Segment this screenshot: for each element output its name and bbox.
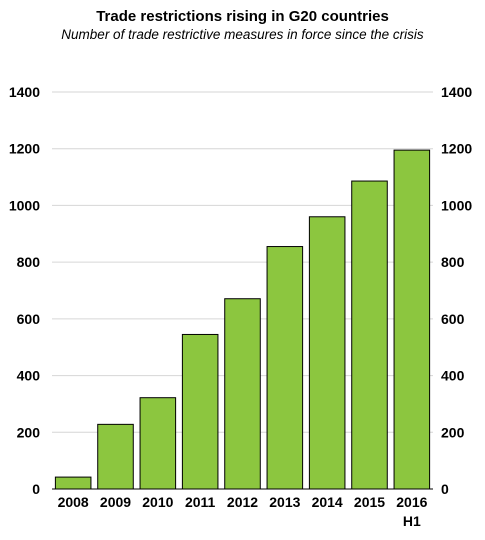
y-tick-label-left: 200 bbox=[17, 424, 41, 440]
y-tick-label-right: 800 bbox=[441, 254, 465, 270]
x-tick-label: 2011 bbox=[185, 494, 216, 510]
chart-title: Trade restrictions rising in G20 countri… bbox=[96, 8, 389, 25]
y-tick-label-left: 800 bbox=[17, 254, 41, 270]
y-tick-label-left: 1200 bbox=[9, 141, 40, 157]
bar bbox=[266, 246, 304, 490]
y-tick-label-right: 400 bbox=[441, 368, 465, 384]
x-tick-label: 2012 bbox=[227, 494, 258, 510]
y-tick-label-right: 1000 bbox=[441, 197, 472, 213]
chart-subtitle: Number of trade restrictive measures in … bbox=[61, 27, 424, 42]
y-tick-label-right: 600 bbox=[441, 311, 465, 327]
x-tick-label: 2010 bbox=[142, 494, 173, 510]
bar bbox=[393, 149, 431, 490]
bars bbox=[54, 149, 431, 490]
y-tick-label-left: 600 bbox=[17, 311, 41, 327]
y-tick-label-left: 1000 bbox=[9, 197, 40, 213]
y-tick-label-right: 200 bbox=[441, 424, 465, 440]
x-tick-label: 2008 bbox=[58, 494, 89, 510]
x-tick-label: 2014 bbox=[312, 494, 343, 510]
bar bbox=[54, 476, 92, 490]
y-tick-label-right: 0 bbox=[441, 481, 449, 497]
y-tick-label-left: 400 bbox=[17, 368, 41, 384]
x-tick-label: 2016 bbox=[396, 494, 427, 510]
bar bbox=[97, 423, 134, 490]
y-axis-right: 0 200 400 600 800 1000 1200 1400 bbox=[441, 84, 472, 497]
x-tick-label: 2013 bbox=[269, 494, 300, 510]
x-tick-label: 2015 bbox=[354, 494, 385, 510]
bar bbox=[224, 298, 261, 490]
y-tick-label-left: 1400 bbox=[9, 84, 40, 100]
y-tick-label-left: 0 bbox=[32, 481, 40, 497]
y-tick-label-right: 1400 bbox=[441, 84, 472, 100]
bar bbox=[351, 180, 388, 490]
bar bbox=[181, 333, 219, 490]
x-tick-sublabel: H1 bbox=[403, 513, 421, 529]
y-tick-label-right: 1200 bbox=[441, 141, 472, 157]
bar bbox=[308, 216, 346, 490]
bar bbox=[139, 397, 177, 490]
x-tick-label: 2009 bbox=[100, 494, 131, 510]
x-axis: 2008 2009 2010 2011 2012 2013 2014 2015 2016 H1 bbox=[52, 488, 433, 529]
y-axis-left: 0 200 400 600 800 1000 1200 1400 bbox=[9, 84, 40, 497]
